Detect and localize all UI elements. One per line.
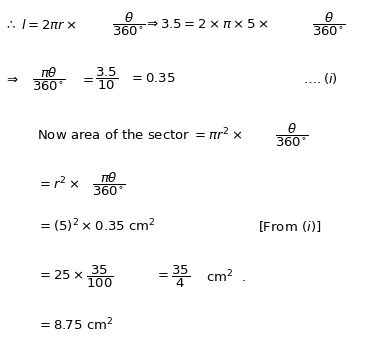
Text: $\therefore\;  l = 2\pi r \times$: $\therefore\; l = 2\pi r \times$ — [4, 18, 77, 32]
Text: $= 8.75\ \mathrm{cm}^2$: $= 8.75\ \mathrm{cm}^2$ — [37, 316, 114, 333]
Text: $= r^2 \times$: $= r^2 \times$ — [37, 176, 80, 193]
Text: $\mathrm{cm}^2$: $\mathrm{cm}^2$ — [206, 269, 233, 286]
Text: $\dfrac{\theta}{360^{\circ}}$: $\dfrac{\theta}{360^{\circ}}$ — [112, 11, 146, 38]
Text: $=$: $=$ — [80, 72, 95, 86]
Text: $\dfrac{\theta}{360^{\circ}}$: $\dfrac{\theta}{360^{\circ}}$ — [312, 11, 346, 38]
Text: $\dfrac{\pi\theta}{360^{\circ}}$: $\dfrac{\pi\theta}{360^{\circ}}$ — [92, 171, 125, 198]
Text: $\ldots.(i)$: $\ldots.(i)$ — [303, 72, 338, 86]
Text: Now area of the sector $= \pi r^2 \times$: Now area of the sector $= \pi r^2 \times… — [37, 127, 243, 144]
Text: $= \dfrac{35}{4}$: $= \dfrac{35}{4}$ — [155, 264, 190, 290]
Text: $\dfrac{\pi\theta}{360^{\circ}}$: $\dfrac{\pi\theta}{360^{\circ}}$ — [32, 65, 65, 93]
Text: $= (5)^2 \times 0.35\ \mathrm{cm}^2$: $= (5)^2 \times 0.35\ \mathrm{cm}^2$ — [37, 218, 156, 235]
Text: $\dfrac{3.5}{10}$: $\dfrac{3.5}{10}$ — [95, 66, 119, 92]
Text: [From $(i)$]: [From $(i)$] — [258, 219, 321, 234]
Text: $\Rightarrow 3.5 = 2 \times \pi \times 5 \times$: $\Rightarrow 3.5 = 2 \times \pi \times 5… — [144, 18, 269, 31]
Text: $\dfrac{\theta}{360^{\circ}}$: $\dfrac{\theta}{360^{\circ}}$ — [275, 121, 309, 149]
Text: $\Rightarrow$: $\Rightarrow$ — [4, 72, 19, 86]
Text: $.$: $.$ — [241, 271, 246, 284]
Text: $= 0.35$: $= 0.35$ — [129, 72, 176, 86]
Text: $= 25 \times \dfrac{35}{100}$: $= 25 \times \dfrac{35}{100}$ — [37, 264, 114, 290]
